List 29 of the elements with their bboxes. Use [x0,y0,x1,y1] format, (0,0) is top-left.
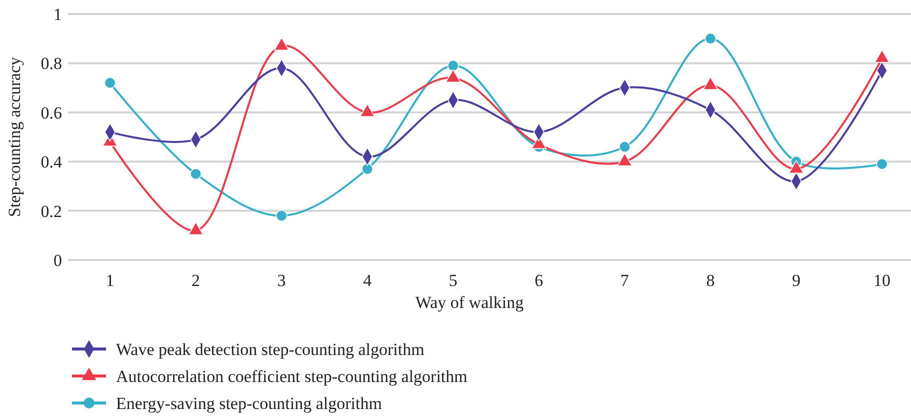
x-tick-label: 8 [706,271,715,290]
y-tick-label: 0.2 [40,202,62,221]
y-tick-label: 0.4 [40,152,62,172]
x-tick-label: 5 [448,271,458,290]
point [276,210,288,222]
point [190,168,202,180]
y-tick-label: 1 [54,4,62,24]
point [618,141,630,153]
legend-label: Energy-saving step-counting algorithm [116,394,382,413]
x-axis-title: Way of walking [415,293,524,312]
y-tick-label: 0.6 [40,103,62,122]
x-tick-label: 10 [874,271,890,290]
x-tick-label: 7 [620,271,630,290]
point [704,32,716,44]
y-tick-label: 0 [54,250,62,270]
x-tick-label: 4 [363,271,372,290]
y-axis-title: Step-counting accuracy [5,56,24,218]
point [104,77,116,89]
point [447,60,459,72]
point [876,158,888,170]
point [362,163,374,175]
x-tick-label: 3 [277,271,286,290]
legend-label: Autocorrelation coefficient step-counting algorithm [116,366,468,386]
x-tick-label: 1 [106,271,114,290]
y-tick-label: 0.8 [40,54,62,74]
x-tick-label: 6 [534,271,544,290]
x-tick-label: 2 [192,271,200,290]
legend-label: Wave peak detection step-counting algorithm [116,340,424,359]
x-tick-label: 9 [792,271,800,290]
